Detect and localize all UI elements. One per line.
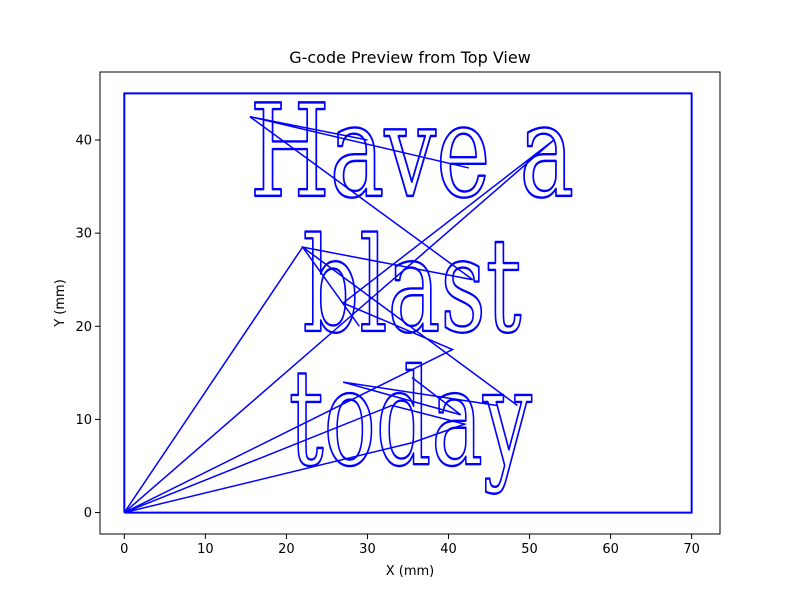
y-tick-label: 40 bbox=[75, 133, 92, 148]
travel-move-2 bbox=[123, 246, 304, 513]
ticks-layer: 0 10 20 30 40 50 60 70 0 10 20 30 40 bbox=[75, 133, 699, 557]
y-tick-label: 10 bbox=[75, 413, 92, 428]
x-axis-label: X (mm) bbox=[386, 564, 435, 579]
x-tick-label: 40 bbox=[440, 542, 457, 557]
y-tick-label: 30 bbox=[75, 227, 92, 242]
x-tick-label: 60 bbox=[602, 542, 619, 557]
x-tick-label: 30 bbox=[359, 542, 376, 557]
x-tick-label: 0 bbox=[120, 542, 128, 557]
gcode-text-path-0: Have a bbox=[250, 78, 574, 227]
x-tick-label: 10 bbox=[197, 542, 214, 557]
x-tick-label: 50 bbox=[521, 542, 538, 557]
gcode-text-path-1: blast bbox=[303, 210, 522, 362]
x-tick-label: 70 bbox=[683, 542, 700, 557]
travel-move-5 bbox=[342, 376, 498, 416]
y-tick-label: 0 bbox=[84, 506, 92, 521]
axes-frame bbox=[99, 71, 721, 535]
series-line-0 bbox=[123, 92, 693, 514]
x-tick-label: 20 bbox=[278, 542, 295, 557]
travel-move-1 bbox=[249, 116, 518, 407]
chart-title: G-code Preview from Top View bbox=[289, 48, 531, 67]
y-axis-label: Y (mm) bbox=[53, 279, 68, 328]
gcode-text-path-2: today bbox=[289, 341, 532, 496]
travel-move-3 bbox=[123, 139, 555, 514]
y-tick-label: 20 bbox=[75, 320, 92, 335]
travel-move-4 bbox=[124, 404, 468, 514]
